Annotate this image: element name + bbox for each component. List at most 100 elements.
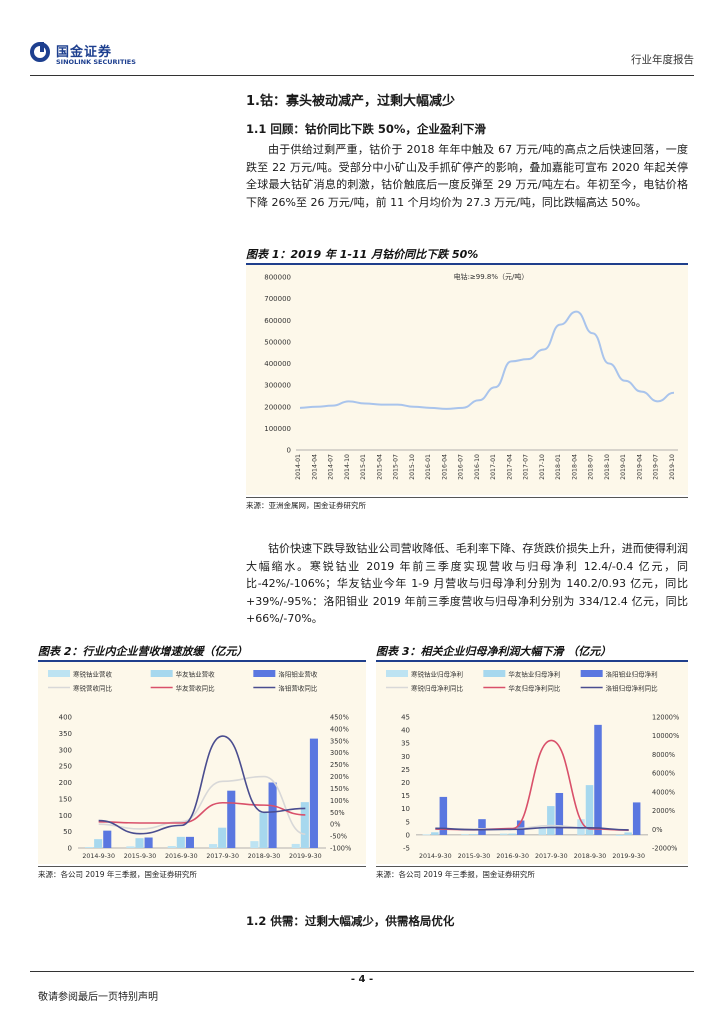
chart-3-bar	[422, 834, 431, 836]
chart-1-xtick: 2016-10	[474, 454, 481, 480]
chart-cobalt-price: 电钴:≥99.8%（元/吨） 0 100000 200000 300000 400000 5…	[264, 272, 678, 480]
chart-3-xtick: 2018-9-30	[574, 853, 607, 860]
chart-3-legend-label: 洛阳钼业归母净利	[606, 670, 658, 679]
chart-3-legend-swatch	[386, 670, 408, 677]
chart-2-bar	[185, 836, 194, 848]
chart-2-bar	[300, 802, 309, 848]
chart-1-xtick: 2018-01	[555, 454, 562, 480]
chart-1-xtick: 2017-04	[506, 454, 513, 480]
chart-3-yleft-tick: 20	[401, 779, 410, 787]
chart-2-legend-label: 华友营收同比	[176, 684, 216, 693]
chart-3-bar	[499, 833, 508, 835]
logo-english-name: SINOLINK SECURITIES	[56, 58, 136, 66]
paragraph-company-profits: 钴价快速下跌导致钴业公司营收降低、毛利率下降、存货跌价损失上升，进而使得利润大幅…	[246, 542, 688, 626]
footer-disclaimer: 敬请参阅最后一页特别声明	[38, 992, 158, 1003]
chart-2-yleft-tick: 50	[63, 828, 72, 836]
chart-2-yright-tick: 50%	[330, 809, 345, 817]
figure-1-source: 来源：亚洲金属网，国金证券研究所	[246, 501, 366, 510]
chart-1-xtick: 2015-04	[376, 454, 383, 480]
chart-3-yleft-tick: 35	[401, 740, 410, 748]
logo-chinese-name: 国金证券	[56, 45, 113, 60]
chart-2-yright-tick: 250%	[330, 761, 349, 769]
chart-2-bar	[268, 782, 277, 848]
chart-3-bar	[469, 834, 478, 835]
chart-1-xtick: 2014-10	[344, 454, 351, 480]
chart-3-xtick: 2017-9-30	[535, 853, 568, 860]
chart-2-yleft-tick: 200	[59, 779, 72, 787]
chart-2-xtick: 2019-9-30	[289, 853, 322, 860]
chart-1-ytick: 400000	[264, 360, 291, 368]
chart-3-bar	[439, 796, 448, 835]
figure-2-source-rule	[38, 866, 366, 867]
chart-2-yleft-tick: 0	[68, 845, 72, 853]
chart-2-bar	[176, 836, 185, 848]
chart-3-bar	[615, 834, 624, 836]
figure-2-rule	[38, 660, 366, 662]
chart-1-xtick: 2014-04	[311, 454, 318, 480]
chart-3-bar	[461, 834, 469, 835]
chart-3-legend-label: 华友归母净利同比	[508, 684, 561, 693]
chart-3-legend-label: 寒锐归母净利同比	[411, 684, 464, 693]
chart-1-ytick: 800000	[264, 274, 291, 282]
chart-3-bar	[632, 802, 641, 835]
chart-3-yright-tick: 2000%	[652, 807, 675, 815]
chart-2-legend-label: 寒锐钴业营收	[73, 670, 113, 679]
chart-2-xtick: 2017-9-30	[206, 853, 239, 860]
chart-1-price-line	[299, 310, 675, 410]
chart-3-yright-tick: 12000%	[652, 714, 679, 722]
chart-3-xtick: 2015-9-30	[458, 853, 491, 860]
chart-3-bar	[538, 827, 547, 835]
chart-1-ytick: 500000	[264, 338, 291, 346]
chart-2-yleft-tick: 150	[59, 795, 72, 803]
chart-2-yleft-tick: 350	[59, 730, 72, 738]
chart-3-bar	[585, 785, 594, 835]
chart-2-yright-tick: 350%	[330, 737, 349, 745]
chart-1-xtick: 2015-10	[409, 454, 416, 480]
chart-2-yright-tick: 150%	[330, 785, 349, 793]
footer-divider	[30, 971, 694, 972]
chart-3-yleft-tick: 30	[401, 753, 410, 761]
chart-2-series-line	[98, 801, 306, 824]
chart-2-legend-swatch	[150, 670, 173, 677]
chart-3-series-line	[435, 826, 629, 831]
chart-3-yright-tick: 10000%	[652, 732, 679, 740]
chart-2-bar	[85, 847, 94, 848]
report-type-label: 行业年度报告	[631, 54, 694, 66]
chart-2-bar	[103, 830, 112, 848]
chart-3-yleft-tick: 0	[406, 831, 410, 839]
chart-1-xtick: 2015-07	[393, 454, 400, 480]
chart-1-series-label: 电钴:≥99.8%（元/吨）	[454, 272, 529, 281]
chart-1-xtick: 2019-10	[669, 454, 676, 480]
chart-3-bar	[547, 806, 555, 835]
chart-2-bar	[209, 844, 218, 848]
chart-3-yleft-tick: 40	[401, 727, 410, 735]
chart-1-xtick: 2014-07	[328, 454, 335, 480]
chart-3-bar	[478, 819, 486, 835]
chart-2-bar	[94, 839, 103, 848]
chart-3-bar	[508, 833, 516, 835]
chart-1-xtick: 2016-04	[441, 454, 448, 480]
chart-1-xtick: 2016-07	[458, 454, 465, 480]
chart-3-yleft-tick: 5	[406, 818, 410, 826]
chart-1-xtick: 2018-10	[604, 454, 611, 480]
chart-2-bar	[309, 738, 318, 848]
figure-3-source-rule	[376, 866, 688, 867]
section-title: 1.钴：寡头被动减产，过剩大幅减少	[246, 94, 455, 109]
figure-3-title: 图表 3：相关企业归母净利润大幅下滑 （亿元）	[376, 645, 612, 658]
chart-2-legend-label: 寒锐营收同比	[73, 684, 113, 693]
chart-3-xtick: 2014-9-30	[419, 853, 452, 860]
chart-3-yleft-tick: -5	[403, 845, 410, 853]
chart-1-xtick: 2016-01	[425, 454, 432, 480]
chart-2-yleft-tick: 250	[59, 763, 72, 771]
chart-1-ytick: 100000	[264, 425, 291, 433]
chart-2-bar	[167, 846, 176, 848]
chart-3-bar	[555, 792, 564, 835]
subsection-1-2-title: 1.2 供需：过剩大幅减少，供需格局优化	[246, 914, 455, 928]
chart-3-yright-tick: 4000%	[652, 788, 675, 796]
paragraph-cobalt-review: 由于供给过剩严重，钴价于 2018 年年中触及 67 万元/吨的高点之后快速回落…	[246, 143, 688, 209]
chart-2-bar	[126, 846, 135, 848]
chart-3-yleft-tick: 45	[401, 714, 410, 722]
chart-1-ytick: 300000	[264, 382, 291, 390]
chart-3-yleft-tick: 25	[401, 766, 410, 774]
